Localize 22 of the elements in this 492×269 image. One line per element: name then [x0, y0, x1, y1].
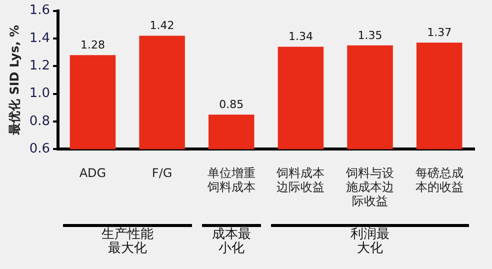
x-tick-label: 饲料成本边际收益	[276, 166, 326, 194]
y-tick-label: 1.0	[29, 86, 50, 102]
y-axis-title: 最优化 SID Lys, %	[7, 25, 22, 136]
x-tick-label: 单位增重饲料成本	[206, 166, 256, 194]
data-label: 1.37	[427, 26, 452, 39]
x-tick-label: F/G	[150, 166, 174, 180]
text: 利润最大化	[350, 227, 390, 256]
data-label: 0.85	[219, 98, 244, 111]
data-label: 1.28	[80, 38, 105, 52]
data-label: 1.42	[150, 19, 174, 32]
data-label: 1.34	[288, 30, 313, 44]
y-tick-label: 1.4	[29, 30, 50, 46]
y-tick-label: 0.8	[29, 114, 50, 129]
y-tick-label: 0.6	[29, 142, 50, 157]
x-tick-label: 每磅总成本的收益	[414, 166, 464, 194]
x-tick-label: ADG	[78, 166, 108, 180]
text: 成本最小化	[210, 227, 252, 256]
x-tick-label: 饲料与设施成本边际收益	[345, 166, 395, 208]
y-tick-label: 1.6	[29, 3, 50, 18]
y-tick-label: 1.2	[29, 58, 50, 74]
text: 生产性能最大化	[100, 227, 154, 256]
data-label: 1.35	[358, 28, 382, 42]
